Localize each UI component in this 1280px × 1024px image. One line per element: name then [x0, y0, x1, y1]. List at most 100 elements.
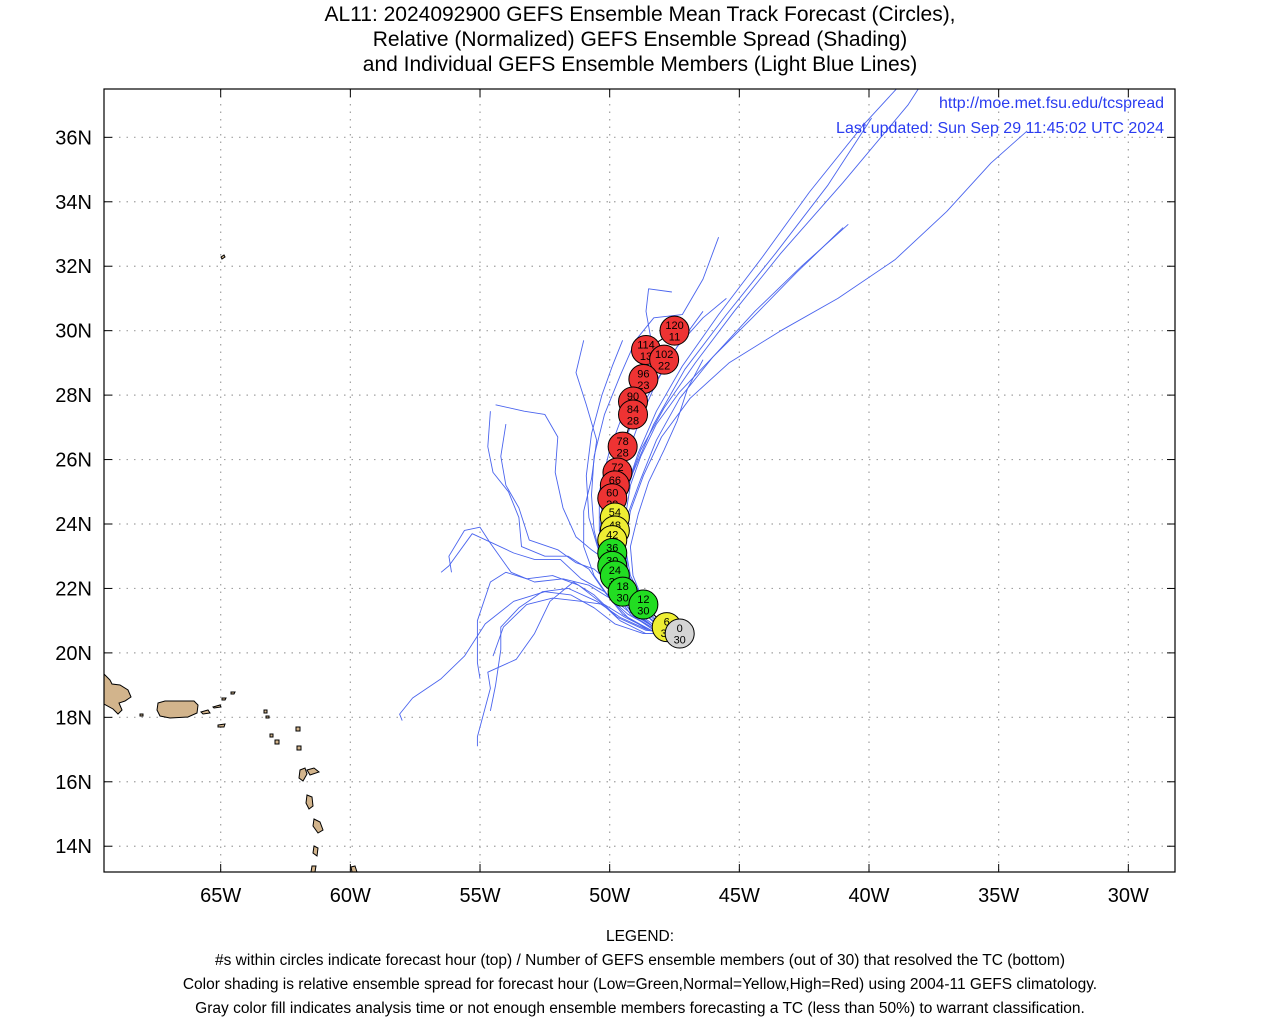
dominica-island: [305, 794, 314, 810]
latitude-axis: 36N 34N 32N 30N 28N 26N 24N 22N 20N 18N 16N 14N: [55, 127, 92, 858]
forecast-hour-label: 78: [617, 436, 629, 448]
guadeloupe-island: [306, 767, 321, 776]
lat-tick-label: 32N: [55, 256, 92, 278]
lon-tick-label: 50W: [589, 885, 630, 907]
member-count-label: 11: [669, 332, 680, 344]
lat-tick-label: 18N: [55, 707, 92, 729]
forecast-hour-label: 60: [606, 488, 618, 500]
spread-circle: [618, 399, 649, 430]
member-count-label: 22: [658, 361, 670, 373]
lat-tick-label: 20N: [55, 643, 92, 665]
lat-tick-label: 34N: [55, 192, 92, 214]
forecast-hour-label: 102: [655, 349, 673, 361]
plot-frame: [103, 88, 1176, 873]
member-count-label: 30: [637, 606, 649, 618]
title-line-3: and Individual GEFS Ensemble Members (Li…: [362, 53, 918, 76]
lon-tick-label: 65W: [200, 885, 241, 907]
legend: LEGEND: #s within circles indicate forec…: [0, 925, 1280, 1021]
islet: [139, 713, 144, 717]
forecast-hour-label: 120: [665, 320, 683, 332]
lat-tick-label: 36N: [55, 127, 92, 149]
ensemble-member-track: [492, 597, 680, 657]
islet: [212, 704, 222, 709]
chart-title: AL11: 2024092900 GEFS Ensemble Mean Trac…: [0, 2, 1280, 77]
lat-tick-label: 14N: [55, 836, 92, 858]
forecast-hour-label: 12: [637, 594, 649, 606]
islet: [274, 739, 280, 745]
hispaniola-island: [104, 673, 132, 715]
st-vincent-island: [310, 865, 317, 872]
forecast-hour-label: 24: [609, 565, 621, 577]
lon-tick-label: 35W: [978, 885, 1019, 907]
ensemble-member-track: [489, 587, 680, 711]
islet: [295, 726, 301, 732]
st-lucia-island: [312, 845, 319, 857]
legend-line-1: #s within circles indicate forecast hour…: [215, 952, 1065, 969]
islet: [217, 723, 226, 728]
islet: [296, 745, 302, 751]
islet: [263, 709, 268, 714]
legend-line-3: Gray color fill indicates analysis time …: [195, 1000, 1085, 1017]
forecast-hour-label: 18: [617, 581, 629, 593]
mean-track-point: 030: [664, 618, 695, 649]
member-count-label: 28: [627, 415, 639, 427]
lat-tick-label: 24N: [55, 514, 92, 536]
legend-line-2: Color shading is relative ensemble sprea…: [182, 976, 1098, 993]
guadeloupe-island: [298, 767, 308, 782]
islet: [265, 715, 270, 719]
lon-tick-label: 45W: [719, 885, 760, 907]
lat-tick-label: 16N: [55, 772, 92, 794]
forecast-hour-label: 84: [627, 404, 639, 416]
islet: [220, 254, 226, 260]
lat-tick-label: 30N: [55, 321, 92, 343]
forecast-hour-label: 96: [637, 369, 649, 381]
forecast-hour-label: 114: [637, 340, 655, 352]
spread-circle: [649, 344, 680, 375]
member-count-label: 30: [617, 593, 629, 605]
last-updated-text: Last updated: Sun Sep 29 11:45:02 UTC 20…: [836, 120, 1164, 137]
graticule: [104, 89, 1175, 872]
axis-ticks: [104, 89, 1175, 872]
lat-tick-label: 22N: [55, 578, 92, 600]
member-count-label: 30: [674, 635, 686, 647]
barbados-island: [350, 865, 358, 872]
ensemble-member-track: [476, 581, 680, 747]
virgin-islands: [200, 709, 211, 715]
ensemble-member-track: [399, 591, 680, 721]
map-background: [104, 89, 1175, 872]
martinique-island: [312, 818, 324, 834]
lon-tick-label: 40W: [848, 885, 889, 907]
lat-tick-label: 26N: [55, 450, 92, 472]
islet: [230, 691, 236, 695]
member-count-label: 28: [617, 448, 629, 460]
forecast-hour-label: 0: [677, 623, 683, 635]
puerto-rico-island: [156, 700, 199, 719]
title-line-1: AL11: 2024092900 GEFS Ensemble Mean Trac…: [324, 3, 956, 26]
longitude-axis: 65W 60W 55W 50W 45W 40W 35W 30W: [200, 885, 1149, 907]
lon-tick-label: 55W: [459, 885, 500, 907]
islet: [269, 733, 274, 738]
spread-circle: [659, 315, 690, 346]
source-url-link[interactable]: http://moe.met.fsu.edu/tcspread: [939, 95, 1164, 112]
islet: [221, 697, 227, 701]
forecast-hour-label: 6: [664, 617, 670, 629]
spread-circle: [628, 589, 659, 620]
member-count-label: 13: [640, 351, 652, 363]
mean-track-circles: 1201111413102229623902384287828722866296…: [597, 315, 695, 649]
lon-tick-label: 60W: [330, 885, 371, 907]
lon-tick-label: 30W: [1108, 885, 1149, 907]
spread-circle: [664, 618, 695, 649]
lat-tick-label: 28N: [55, 385, 92, 407]
caribbean-islands: [104, 254, 358, 872]
ensemble-member-track: [575, 340, 680, 635]
title-line-2: Relative (Normalized) GEFS Ensemble Spre…: [372, 28, 908, 51]
legend-heading: LEGEND:: [605, 928, 675, 945]
ensemble-member-track: [487, 411, 680, 635]
